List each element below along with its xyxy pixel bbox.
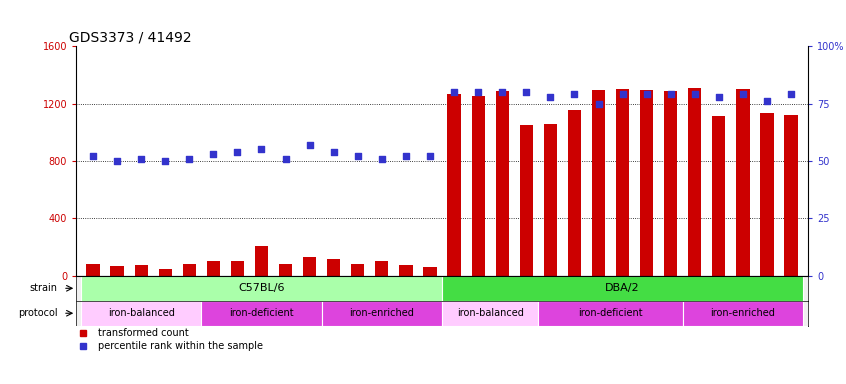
- Text: percentile rank within the sample: percentile rank within the sample: [98, 341, 263, 351]
- Bar: [351, 264, 365, 276]
- Bar: [664, 91, 678, 276]
- Bar: [81, 276, 442, 301]
- Point: [303, 142, 316, 148]
- Bar: [448, 94, 461, 276]
- Bar: [568, 110, 581, 276]
- Bar: [544, 124, 557, 276]
- Bar: [321, 301, 442, 326]
- Bar: [327, 259, 340, 276]
- Text: iron-balanced: iron-balanced: [107, 308, 174, 318]
- Text: transformed count: transformed count: [98, 328, 189, 338]
- Point: [736, 91, 750, 98]
- Bar: [442, 276, 803, 301]
- Bar: [399, 265, 413, 276]
- Bar: [592, 90, 605, 276]
- Bar: [158, 269, 172, 276]
- Text: protocol: protocol: [19, 308, 58, 318]
- Point: [448, 89, 461, 95]
- Point: [471, 89, 485, 95]
- Bar: [683, 301, 803, 326]
- Point: [327, 149, 340, 155]
- Point: [231, 149, 244, 155]
- Point: [568, 91, 581, 98]
- Text: iron-deficient: iron-deficient: [578, 308, 643, 318]
- Point: [616, 91, 629, 98]
- Point: [206, 151, 220, 157]
- Bar: [471, 96, 485, 276]
- Text: DBA/2: DBA/2: [605, 283, 640, 293]
- Text: C57BL/6: C57BL/6: [239, 283, 285, 293]
- Text: GDS3373 / 41492: GDS3373 / 41492: [69, 31, 191, 45]
- Point: [375, 156, 388, 162]
- Bar: [255, 246, 268, 276]
- Point: [544, 94, 558, 100]
- Point: [712, 94, 726, 100]
- Point: [399, 153, 413, 159]
- Point: [496, 89, 509, 95]
- Point: [158, 158, 172, 164]
- Bar: [712, 116, 726, 276]
- Point: [135, 156, 148, 162]
- Point: [183, 156, 196, 162]
- Point: [761, 98, 774, 104]
- Bar: [423, 267, 437, 276]
- Bar: [784, 115, 798, 276]
- Bar: [135, 265, 148, 276]
- Bar: [279, 264, 292, 276]
- Bar: [86, 264, 100, 276]
- Bar: [111, 266, 124, 276]
- Bar: [231, 262, 244, 276]
- Text: iron-enriched: iron-enriched: [711, 308, 776, 318]
- Point: [591, 101, 605, 107]
- Bar: [183, 264, 196, 276]
- Bar: [538, 301, 683, 326]
- Text: iron-balanced: iron-balanced: [457, 308, 524, 318]
- Point: [255, 146, 268, 152]
- Point: [640, 91, 653, 98]
- Point: [688, 91, 701, 98]
- Bar: [303, 257, 316, 276]
- Point: [86, 153, 100, 159]
- Bar: [688, 88, 701, 276]
- Bar: [496, 91, 508, 276]
- Text: strain: strain: [30, 283, 58, 293]
- Bar: [81, 301, 201, 326]
- Point: [110, 158, 124, 164]
- Bar: [761, 113, 773, 276]
- Point: [784, 91, 798, 98]
- Text: iron-deficient: iron-deficient: [229, 308, 294, 318]
- Bar: [640, 90, 653, 276]
- Bar: [616, 89, 629, 276]
- Bar: [206, 262, 220, 276]
- Point: [351, 153, 365, 159]
- Point: [664, 91, 678, 98]
- Text: iron-enriched: iron-enriched: [349, 308, 415, 318]
- Bar: [736, 89, 750, 276]
- Bar: [442, 301, 538, 326]
- Bar: [201, 301, 321, 326]
- Bar: [376, 261, 388, 276]
- Point: [279, 156, 293, 162]
- Point: [519, 89, 533, 95]
- Bar: [519, 125, 533, 276]
- Point: [423, 153, 437, 159]
